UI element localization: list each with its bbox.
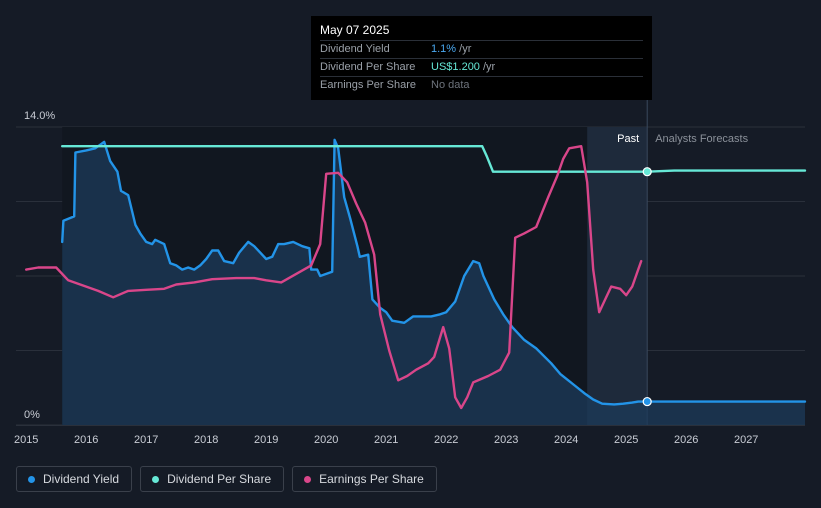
- legend-label: Dividend Per Share: [167, 472, 272, 486]
- dividend-per-share-line: [61, 145, 807, 173]
- x-tick-label: 2021: [374, 434, 398, 446]
- y-axis-min-label: 0%: [24, 409, 40, 421]
- legend-dot-icon: [28, 475, 35, 483]
- x-tick-label: 2024: [554, 434, 578, 446]
- dividend-yield-area: [62, 139, 805, 426]
- legend-dot-icon: [152, 475, 160, 483]
- current-value-marker: [642, 167, 652, 177]
- legend-item-dividend-per-share[interactable]: Dividend Per Share: [140, 466, 285, 492]
- past-band: [587, 100, 648, 425]
- x-tick-label: 2019: [254, 434, 278, 446]
- x-tick-label: 2018: [194, 434, 218, 446]
- tooltip-row-dividend-yield: Dividend Yield 1.1% /yr: [320, 41, 643, 59]
- tooltip-value: No data: [431, 79, 470, 91]
- x-tick-label: 2026: [674, 434, 698, 446]
- legend-item-earnings-per-share[interactable]: Earnings Per Share: [292, 466, 437, 492]
- tooltip-label: Dividend Per Share: [320, 61, 416, 73]
- tooltip-label: Earnings Per Share: [320, 79, 416, 91]
- tooltip-value: US$1.200 /yr: [431, 61, 496, 73]
- current-value-marker: [642, 396, 652, 407]
- tooltip-row-earnings-per-share: Earnings Per Share No data: [320, 77, 643, 94]
- legend: Dividend Yield Dividend Per Share Earnin…: [16, 466, 437, 492]
- tooltip-value: 1.1% /yr: [431, 43, 472, 55]
- legend-label: Earnings Per Share: [319, 472, 424, 486]
- x-tick-label: 2020: [314, 434, 338, 446]
- earnings-per-share-line: [25, 145, 643, 410]
- legend-item-dividend-yield[interactable]: Dividend Yield: [16, 466, 133, 492]
- markers: [642, 167, 652, 407]
- tooltip-date: May 07 2025: [320, 23, 643, 41]
- x-tick-label: 2025: [614, 434, 638, 446]
- dividend-yield-line: [61, 138, 807, 406]
- axis-labels: 14.0% 0% 2015 2016 2017 2018 2019 2020 2021 2022 2…: [14, 110, 758, 446]
- x-tick-label: 2027: [734, 434, 758, 446]
- tooltip: May 07 2025 Dividend Yield 1.1% /yr Divi…: [311, 16, 652, 100]
- x-tick-label: 2016: [74, 434, 98, 446]
- legend-dot-icon: [304, 475, 312, 483]
- x-tick-label: 2017: [134, 434, 158, 446]
- tooltip-row-dividend-per-share: Dividend Per Share US$1.200 /yr: [320, 59, 643, 77]
- y-axis-max-label: 14.0%: [24, 110, 55, 122]
- legend-label: Dividend Yield: [43, 472, 120, 486]
- forecast-label: Analysts Forecasts: [655, 133, 748, 145]
- series-layer: [25, 138, 807, 426]
- tooltip-label: Dividend Yield: [320, 43, 390, 55]
- past-label: Past: [617, 133, 639, 145]
- x-tick-label: 2022: [434, 434, 458, 446]
- x-tick-label: 2023: [494, 434, 518, 446]
- x-tick-label: 2015: [14, 434, 38, 446]
